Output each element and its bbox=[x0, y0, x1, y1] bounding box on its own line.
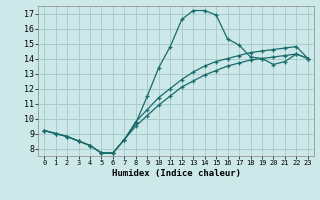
X-axis label: Humidex (Indice chaleur): Humidex (Indice chaleur) bbox=[111, 169, 241, 178]
